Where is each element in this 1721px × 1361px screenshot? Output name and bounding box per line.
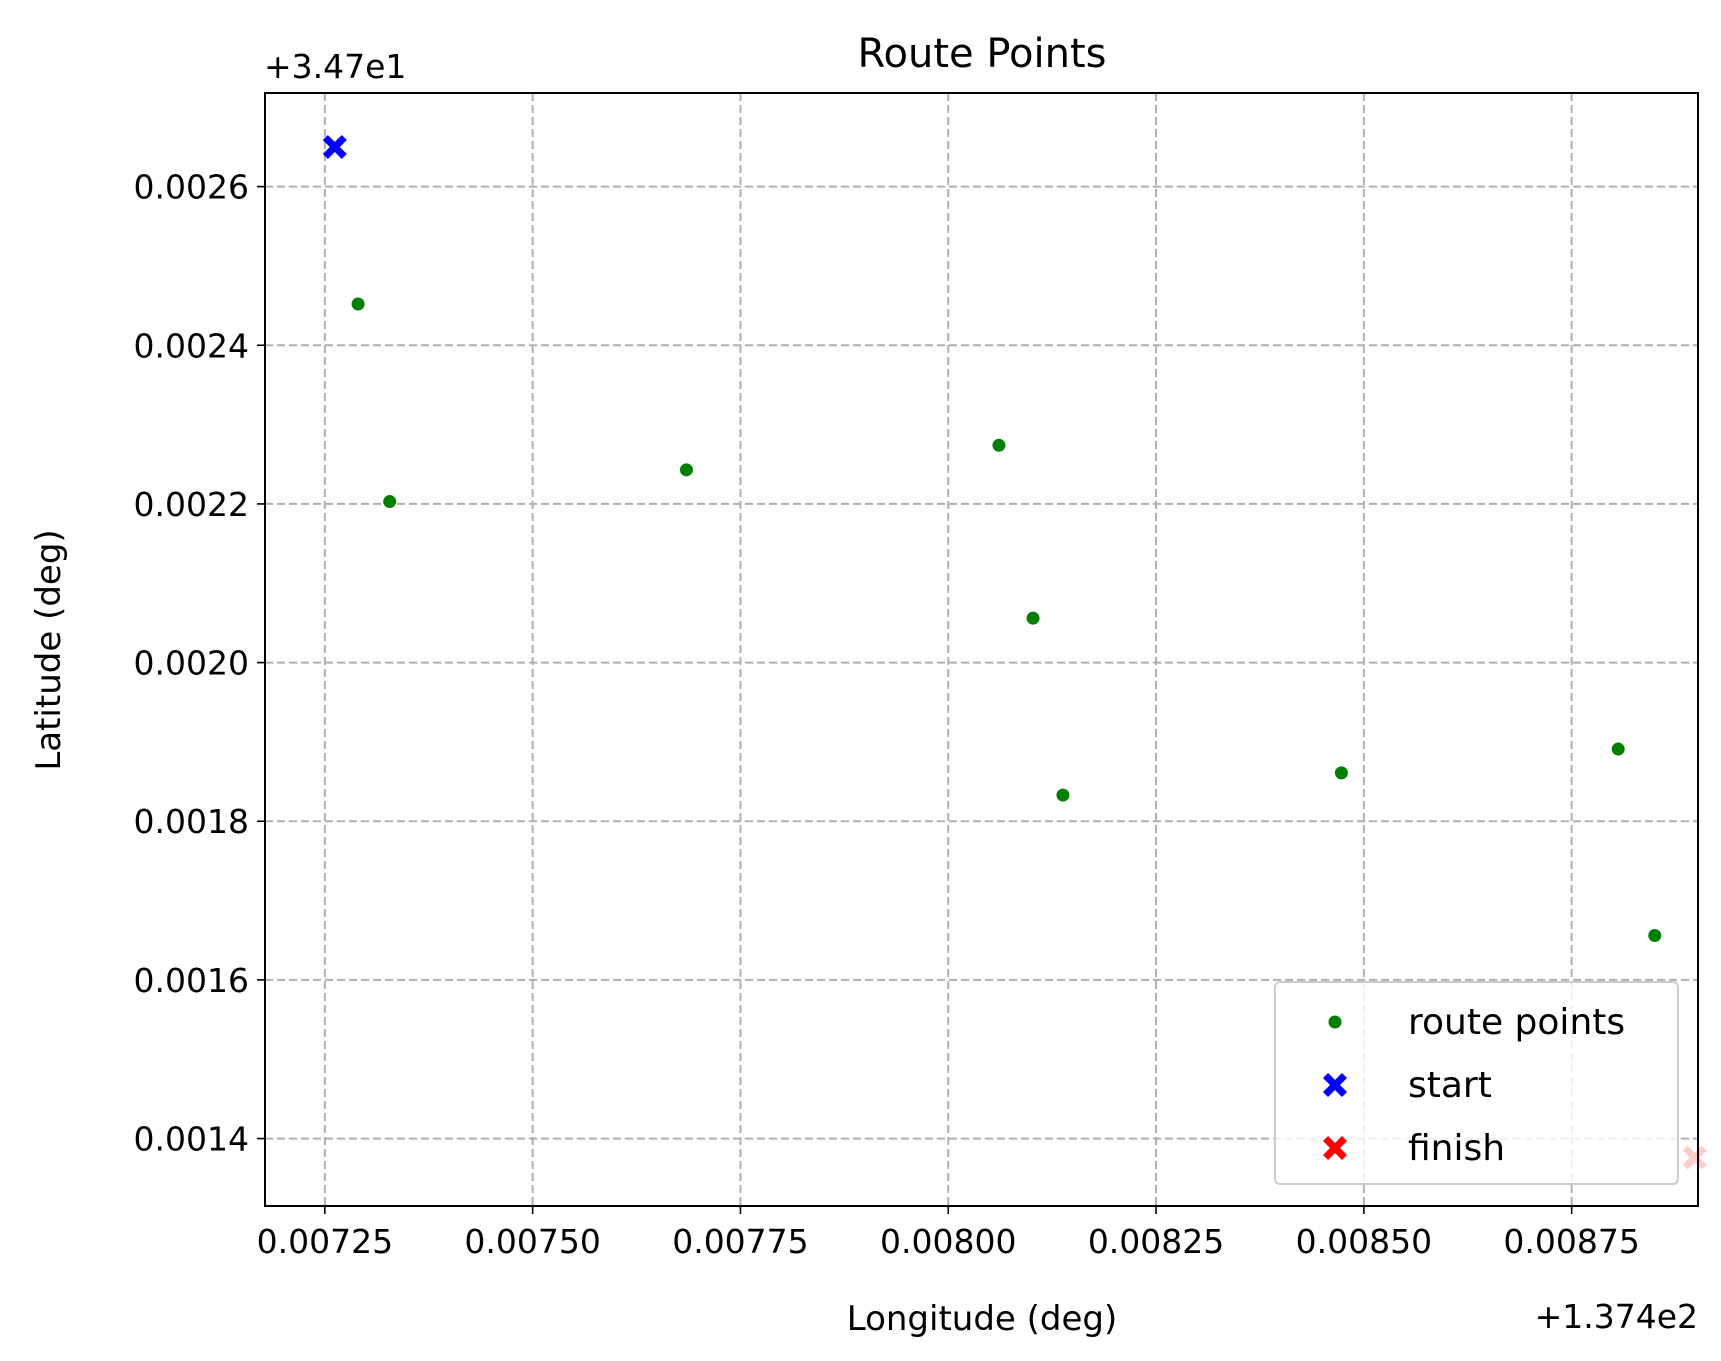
y-tick-label: 0.0026 (134, 168, 249, 207)
y-tick-label: 0.0014 (134, 1120, 249, 1159)
data-points (322, 134, 1707, 1170)
x-axis-title: Longitude (deg) (847, 1299, 1118, 1339)
x-tick-label: 0.00750 (464, 1222, 600, 1261)
y-tick-label: 0.0018 (134, 802, 249, 841)
y-tick-label: 0.0020 (134, 644, 249, 683)
y-axis-title: Latitude (deg) (29, 529, 69, 770)
y-tick-label: 0.0016 (134, 961, 249, 1000)
y-tick-label: 0.0024 (134, 326, 249, 365)
x-tick-label: 0.00775 (672, 1222, 808, 1261)
axis-ticks: 0.00725 0.00750 0.00775 0.00800 0.00825 0.008… (134, 168, 1640, 1261)
legend-route-points-label: route points (1408, 1002, 1625, 1043)
finish-marker (1682, 1145, 1707, 1170)
route-points-marker (1026, 611, 1040, 625)
start-marker (322, 134, 347, 159)
y-axis-offset-label: +3.47e1 (264, 47, 406, 86)
y-tick-label: 0.0022 (134, 485, 249, 524)
legend-start-label: start (1408, 1065, 1492, 1106)
chart-title: Route Points (858, 31, 1107, 77)
plot-area-frame (264, 92, 1699, 1207)
route-points-marker (1648, 928, 1662, 942)
legend-start-marker (1323, 1073, 1347, 1097)
route-points-marker (1334, 766, 1348, 780)
route-points-marker (679, 463, 693, 477)
route-points-marker (383, 495, 397, 509)
legend-route-points-marker (1328, 1015, 1342, 1029)
legend-box (1274, 981, 1679, 1185)
route-points-marker (992, 438, 1006, 452)
x-tick-label: 0.00800 (880, 1222, 1016, 1261)
x-tick-label: 0.00725 (257, 1222, 393, 1261)
legend-finish-marker (1323, 1136, 1347, 1160)
route-points-marker (351, 297, 365, 311)
x-axis-offset-label: +1.374e2 (1535, 1297, 1698, 1336)
legend: route points start finish (1274, 981, 1679, 1185)
x-tick-label: 0.00875 (1503, 1222, 1639, 1261)
x-tick-label: 0.00825 (1088, 1222, 1224, 1261)
route-points-marker (1056, 788, 1070, 802)
route-points-marker (1611, 742, 1625, 756)
legend-finish-label: finish (1408, 1128, 1505, 1169)
x-tick-label: 0.00850 (1296, 1222, 1432, 1261)
